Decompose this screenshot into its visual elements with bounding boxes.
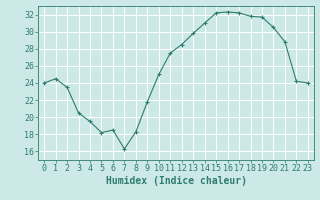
X-axis label: Humidex (Indice chaleur): Humidex (Indice chaleur) <box>106 176 246 186</box>
